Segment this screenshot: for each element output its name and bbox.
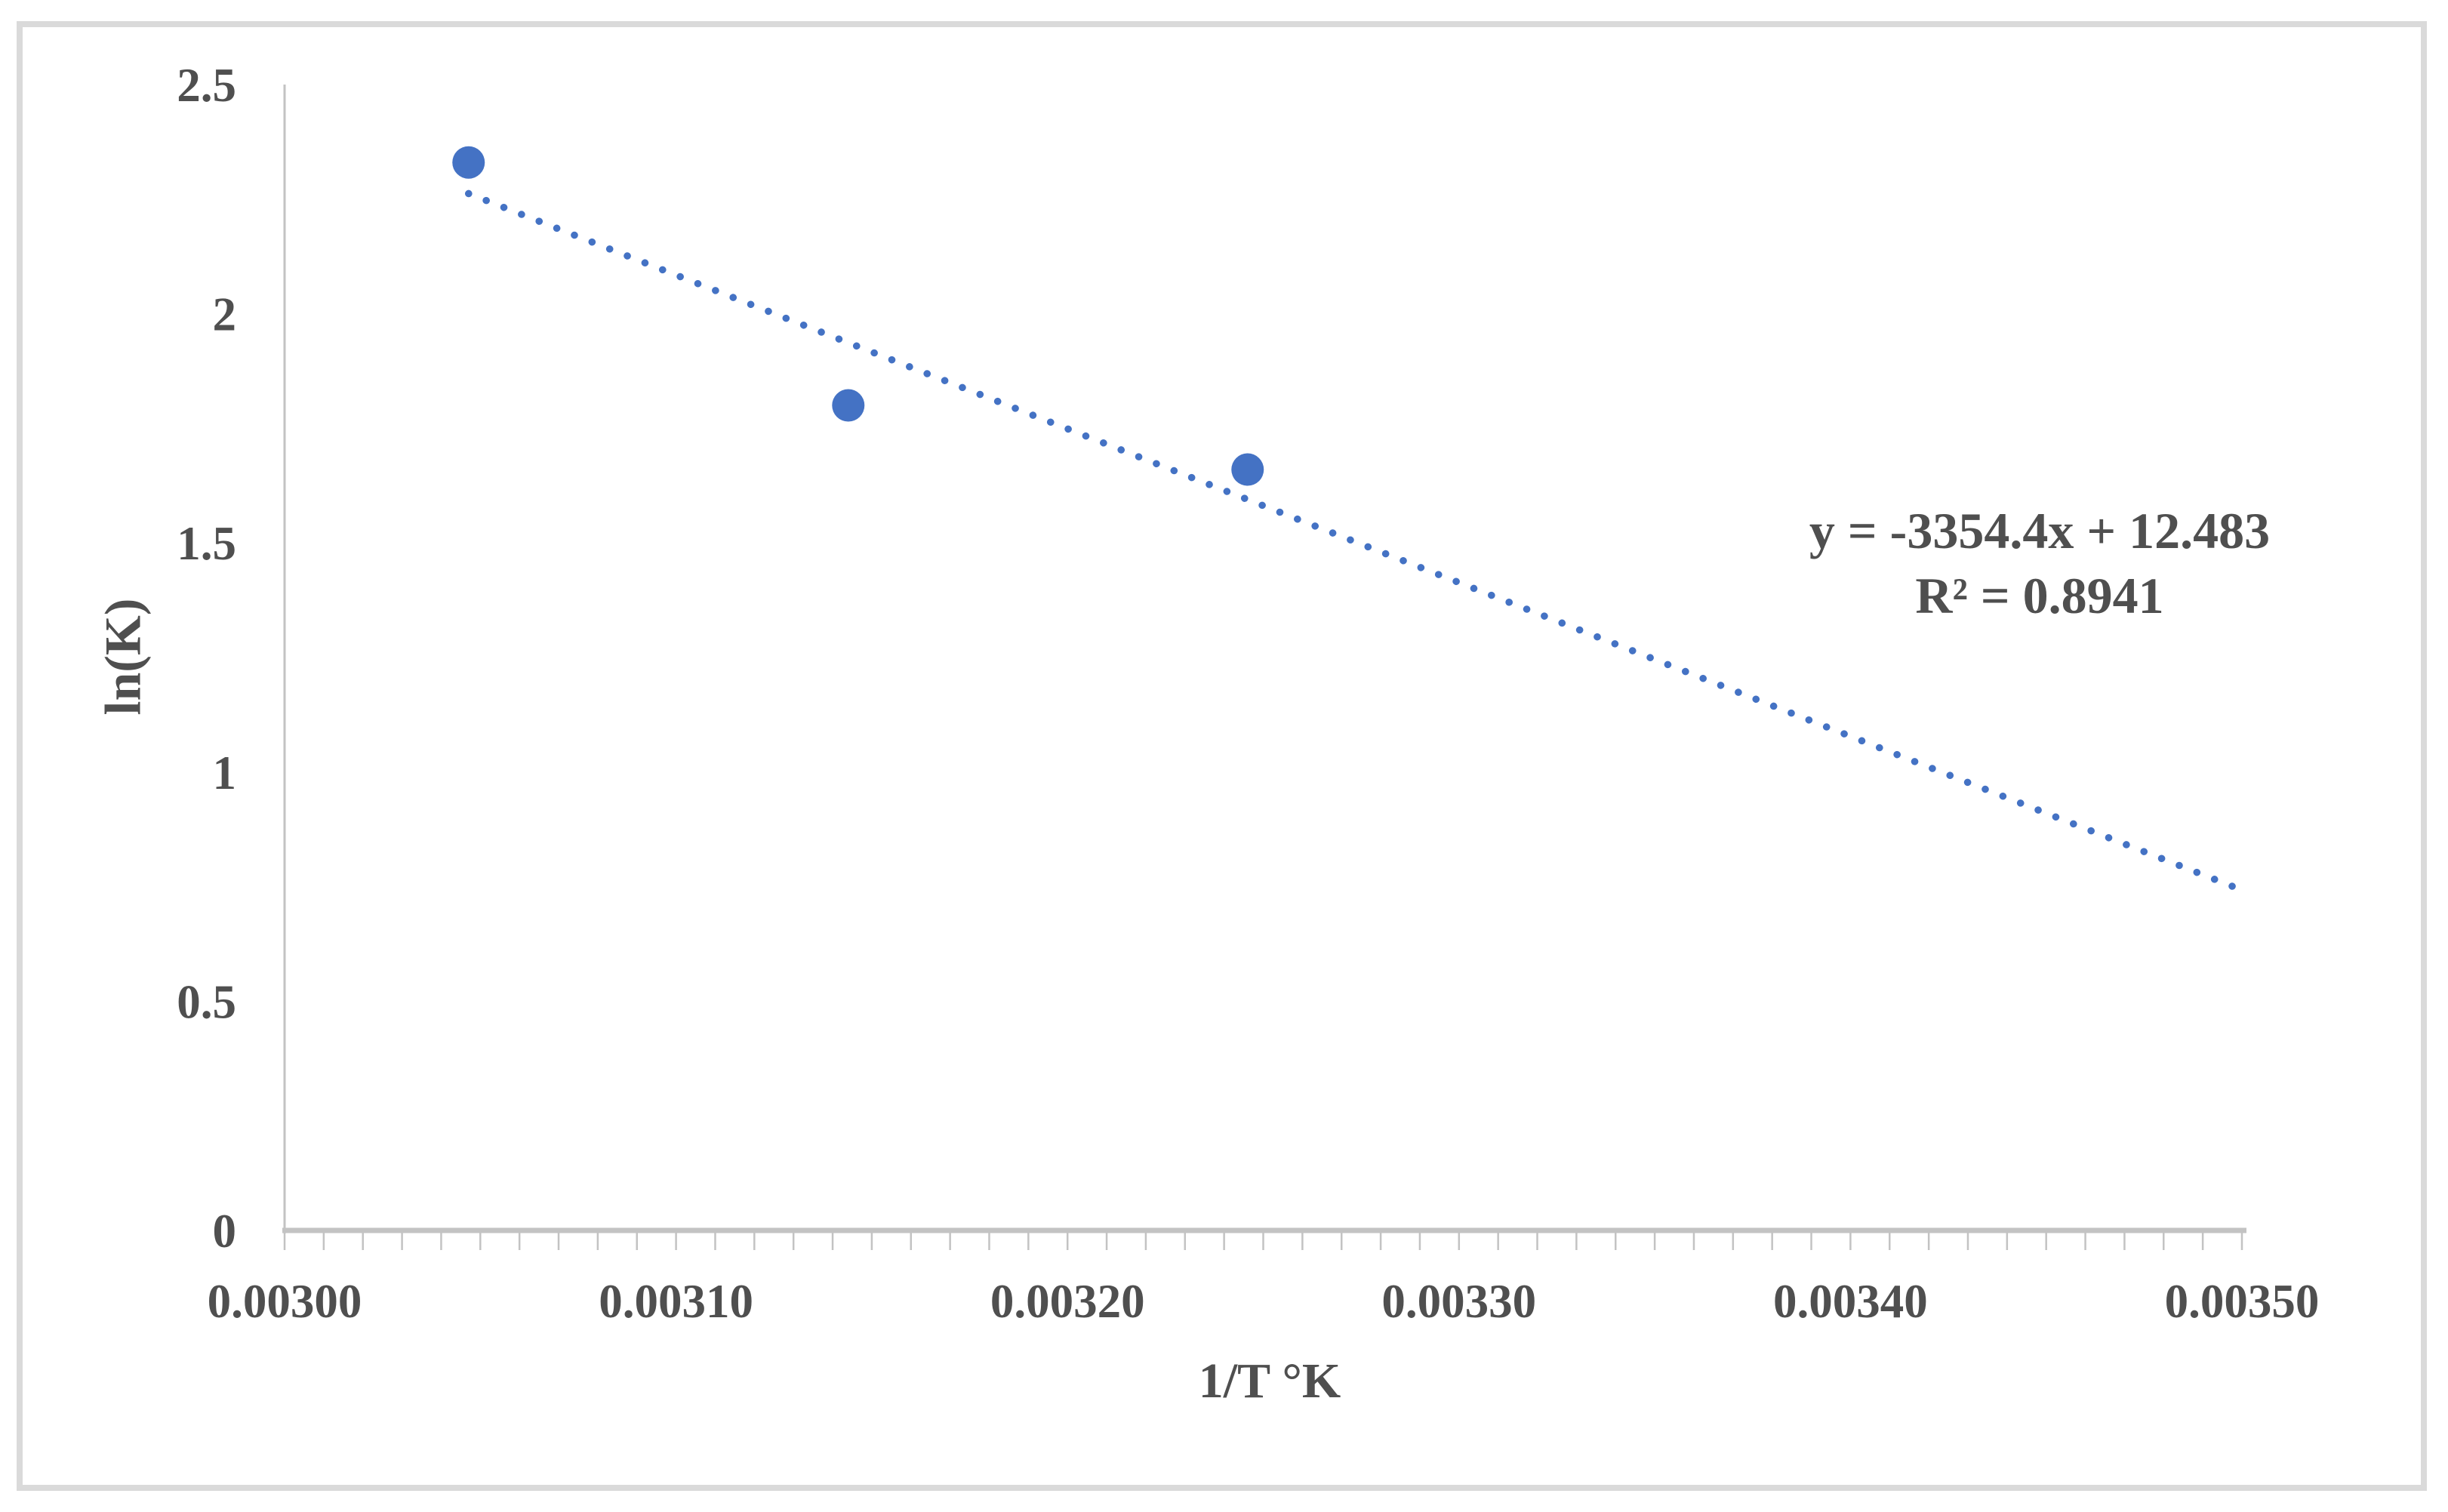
y-tick-label: 0.5: [177, 975, 236, 1028]
x-tick-label: 0.00310: [599, 1275, 753, 1328]
chart-frame: [17, 21, 2427, 1491]
x-tick-label: 0.00300: [208, 1275, 362, 1328]
data-point-marker: [1231, 453, 1264, 486]
y-tick-label: 1.5: [177, 517, 236, 570]
x-axis-title: 1/T °K: [1198, 1353, 1341, 1409]
x-tick-label: 0.00340: [1773, 1275, 1928, 1328]
y-tick-label: 1: [213, 747, 237, 799]
x-tick-label: 0.00330: [1381, 1275, 1536, 1328]
y-axis-title: ln(K): [94, 598, 152, 716]
trendline-dotted: [464, 189, 2242, 892]
x-tick-label: 0.00320: [990, 1275, 1145, 1328]
trendline-equation-text: y = -3354.4x + 12.483: [1809, 502, 2271, 559]
data-point-marker: [832, 389, 865, 422]
data-point-marker: [452, 146, 485, 179]
x-tick-label: 0.00350: [2165, 1275, 2320, 1328]
y-tick-label: 0: [213, 1205, 237, 1258]
trendline-annotation: y = -3354.4x + 12.483 R² = 0.8941: [1809, 498, 2270, 628]
y-tick-label: 2.5: [177, 59, 236, 112]
y-tick-label: 2: [213, 288, 237, 341]
trendline-r-squared-text: R² = 0.8941: [1915, 567, 2164, 624]
